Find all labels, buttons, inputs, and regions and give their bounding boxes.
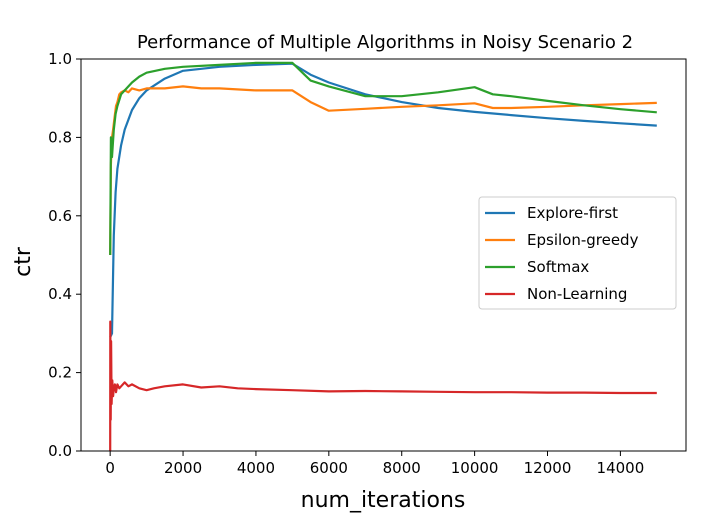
series-line-non-learning [109, 320, 657, 452]
y-tick-label: 1.0 [48, 50, 72, 68]
legend: Explore-first Epsilon-greedy Softmax Non-Le… [478, 196, 677, 310]
legend-label-epsilon-greedy: Epsilon-greedy [527, 231, 639, 249]
x-tick-label: 2000 [164, 459, 202, 477]
y-tick-label: 0.6 [48, 207, 72, 225]
y-tick-label: 0.2 [48, 364, 72, 382]
series-line-explore-first [109, 62, 657, 338]
legend-label-softmax: Softmax [527, 258, 589, 276]
x-tick-label: 6000 [310, 459, 348, 477]
legend-label-non-learning: Non-Learning [527, 285, 627, 303]
x-tick-label: 4000 [237, 459, 275, 477]
legend-label-explore-first: Explore-first [527, 204, 618, 222]
axes-frame [80, 58, 687, 452]
x-tick-label: 8000 [383, 459, 421, 477]
series-line-epsilon-greedy [109, 85, 657, 256]
y-axis-title: ctr [11, 246, 36, 277]
chart-title: Performance of Multiple Algorithms in No… [137, 32, 633, 53]
x-axis-title: num_iterations [301, 488, 466, 513]
y-tick-label: 0.8 [48, 128, 72, 146]
y-tick-label: 0.0 [48, 442, 72, 460]
y-tick-label: 0.4 [48, 285, 72, 303]
series-layer [109, 61, 657, 452]
x-tick-label: 14000 [597, 459, 645, 477]
axes-layer: 0 2000 4000 6000 8000 10000 12000 14000 0.0 0.2 0.… [48, 50, 687, 477]
x-tick-label: 0 [105, 459, 115, 477]
x-tick-label: 12000 [524, 459, 572, 477]
series-line-softmax [109, 61, 657, 256]
x-tick-label: 10000 [451, 459, 499, 477]
legend-box [478, 196, 677, 310]
